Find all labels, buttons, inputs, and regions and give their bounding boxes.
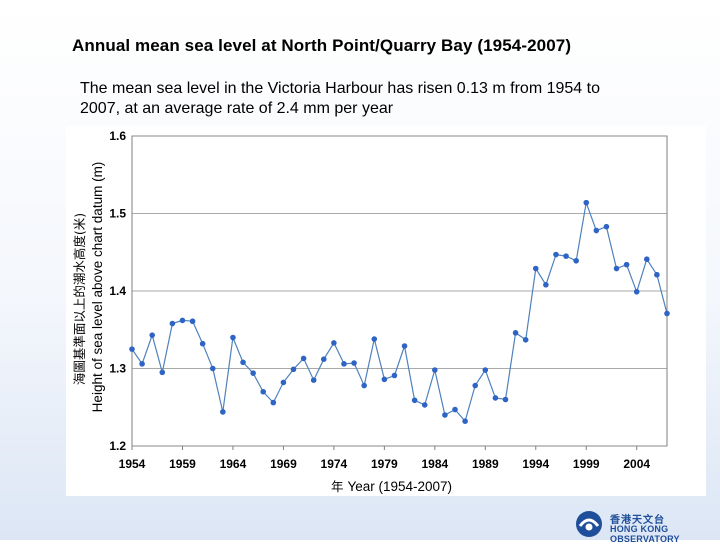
y-axis-title-english: Height of sea level above chart datum (m… [90, 162, 105, 413]
data-point [341, 361, 347, 367]
data-point [300, 355, 307, 362]
data-point [220, 409, 226, 415]
data-point [583, 199, 590, 206]
x-tick-label: 1954 [119, 457, 146, 471]
x-tick-label: 1994 [522, 457, 549, 471]
data-point [310, 377, 317, 383]
x-axis-title-english: Year (1954-2007) [347, 479, 452, 494]
y-tick-label: 1.2 [109, 439, 126, 453]
x-tick-label: 1969 [270, 457, 297, 471]
sea-level-chart: 1.2 1.3 1.4 1.5 1.6 1954 1959 1964 1969 1974 1979 1… [66, 126, 706, 496]
data-point [240, 359, 246, 366]
data-point [361, 382, 367, 389]
data-point [543, 282, 549, 288]
data-point [290, 366, 297, 373]
sea-level-line [131, 200, 668, 423]
data-point [169, 320, 176, 327]
data-point [331, 340, 337, 346]
data-point [442, 412, 448, 418]
data-point [573, 257, 579, 264]
data-point [411, 397, 418, 404]
data-point [421, 402, 428, 408]
data-point [462, 418, 468, 425]
data-point [391, 372, 398, 379]
data-point [644, 256, 650, 263]
x-tick-label: 1984 [421, 457, 448, 471]
x-axis-title: 年 Year (1954-2007) [331, 479, 452, 494]
data-point [260, 388, 267, 395]
subtitle-line-1: The mean sea level in the Victoria Harbo… [80, 80, 600, 97]
slide-subtitle: The mean sea level in the Victoria Harbo… [80, 79, 690, 119]
subtitle-line-2: 2007, at an average rate of 2.4 mm per y… [80, 100, 394, 117]
data-point [432, 367, 438, 373]
x-tick-label: 1964 [220, 457, 247, 471]
data-point [482, 367, 489, 373]
data-point [401, 343, 408, 349]
data-point [199, 340, 206, 347]
slide-title: Annual mean sea level at North Point/Qua… [72, 36, 572, 55]
logo-text-chinese: 香港天文台 [610, 515, 665, 526]
data-point [452, 406, 458, 413]
data-point [139, 361, 145, 367]
y-tick-label: 1.4 [109, 284, 126, 298]
data-point [209, 365, 216, 372]
data-point [149, 332, 155, 338]
data-point [532, 265, 539, 272]
x-tick-label: 1999 [573, 457, 600, 471]
data-point [280, 379, 287, 386]
data-point [633, 288, 640, 295]
data-point [159, 369, 166, 376]
x-tick-label: 2004 [623, 457, 650, 471]
logo-text-english: HONG KONG OBSERVATORY [610, 524, 680, 544]
data-point [189, 318, 196, 325]
x-tick-label: 1989 [472, 457, 499, 471]
data-point [351, 360, 357, 366]
data-point [613, 265, 620, 272]
y-tick-label: 1.5 [109, 207, 126, 221]
y-tick-label: 1.6 [109, 129, 126, 143]
data-point [472, 382, 479, 389]
x-tick-label: 1959 [169, 457, 196, 471]
data-point [270, 399, 277, 406]
data-point [250, 370, 256, 376]
data-point [381, 376, 388, 383]
data-point [603, 223, 610, 230]
data-point [230, 334, 236, 341]
x-tick-label: 1979 [371, 457, 398, 471]
x-tick-label: 1974 [321, 457, 348, 471]
data-point [623, 261, 630, 268]
x-axis-title-chinese: 年 [331, 479, 347, 494]
data-point [664, 310, 670, 317]
data-point [512, 330, 519, 336]
y-tick-label: 1.3 [109, 362, 126, 376]
observatory-logo-icon [576, 511, 602, 537]
data-point [502, 396, 509, 403]
data-point [179, 317, 186, 324]
data-point [563, 253, 569, 259]
y-axis-title-chinese: 海圖基準面以上的潮水高度(米) [72, 213, 87, 385]
data-point [553, 251, 559, 258]
data-point [371, 336, 378, 342]
data-point [593, 227, 600, 234]
data-point [522, 337, 529, 343]
data-point [654, 271, 660, 278]
data-point [320, 356, 327, 362]
data-point [492, 395, 499, 401]
hong-kong-observatory-logo: 香港天文台 HONG KONG OBSERVATORY [574, 509, 714, 544]
data-point [129, 346, 135, 352]
